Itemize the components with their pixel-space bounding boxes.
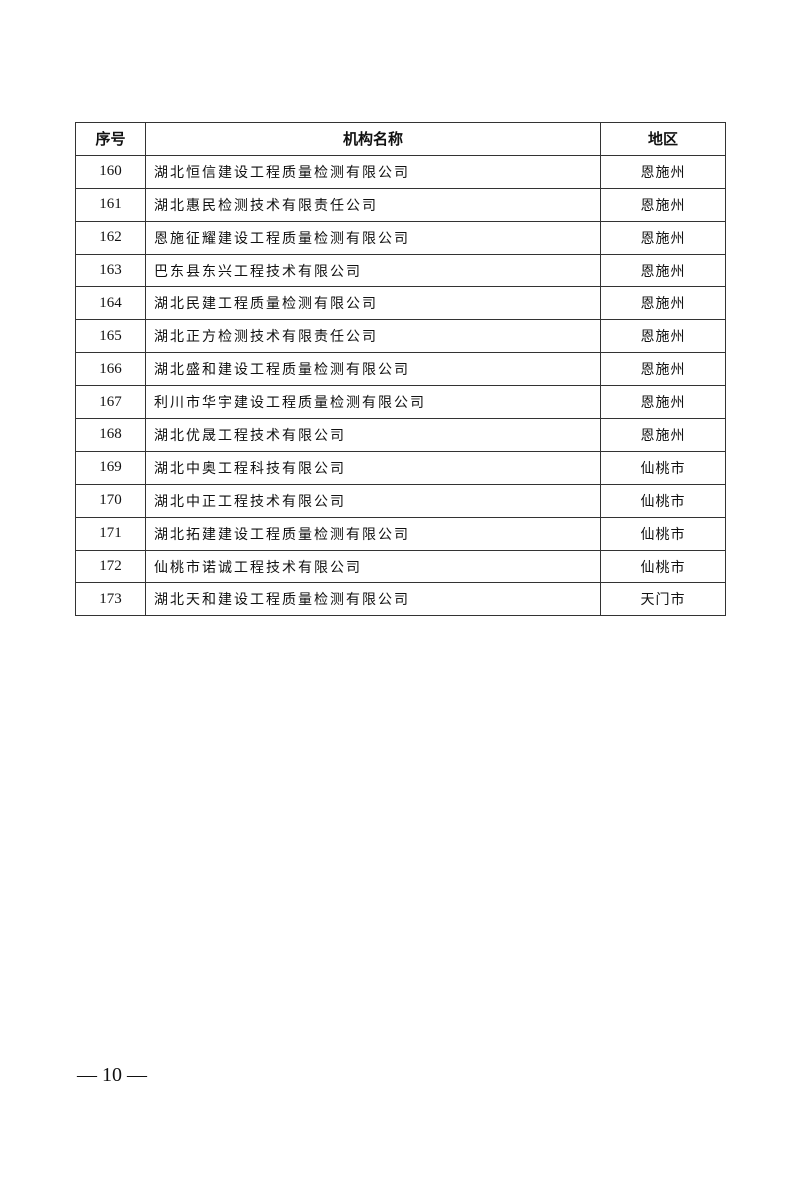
table-row: 160 湖北恒信建设工程质量检测有限公司 恩施州 [75, 154, 726, 189]
cell-name: 利川市华宇建设工程质量检测有限公司 [145, 385, 601, 420]
cell-no: 173 [75, 582, 146, 617]
table-row: 164 湖北民建工程质量检测有限公司 恩施州 [75, 286, 726, 321]
cell-no: 166 [75, 352, 146, 387]
cell-name: 湖北恒信建设工程质量检测有限公司 [145, 154, 601, 189]
cell-region: 仙桃市 [600, 483, 726, 518]
cell-name: 仙桃市诺诚工程技术有限公司 [145, 549, 601, 584]
table-row: 173 湖北天和建设工程质量检测有限公司 天门市 [75, 582, 726, 617]
table-row: 165 湖北正方检测技术有限责任公司 恩施州 [75, 319, 726, 354]
cell-name: 湖北拓建建设工程质量检测有限公司 [145, 516, 601, 551]
cell-no: 162 [75, 220, 146, 255]
table-header-row: 序号 机构名称 地区 [75, 122, 726, 156]
cell-region: 恩施州 [600, 220, 726, 255]
cell-region: 恩施州 [600, 352, 726, 387]
table-row: 161 湖北惠民检测技术有限责任公司 恩施州 [75, 187, 726, 222]
header-name: 机构名称 [145, 122, 601, 156]
cell-no: 167 [75, 385, 146, 420]
cell-name: 湖北天和建设工程质量检测有限公司 [145, 582, 601, 617]
cell-no: 168 [75, 418, 146, 452]
cell-region: 恩施州 [600, 319, 726, 354]
cell-region: 恩施州 [600, 253, 726, 288]
cell-region: 恩施州 [600, 385, 726, 420]
header-no: 序号 [75, 122, 146, 156]
cell-region: 仙桃市 [600, 549, 726, 584]
institution-table: 序号 机构名称 地区 160 湖北恒信建设工程质量检测有限公司 恩施州 161 湖北惠民… [75, 122, 726, 617]
cell-no: 170 [75, 483, 146, 518]
table-row: 170 湖北中正工程技术有限公司 仙桃市 [75, 483, 726, 518]
table-row: 163 巴东县东兴工程技术有限公司 恩施州 [75, 253, 726, 288]
cell-name: 巴东县东兴工程技术有限公司 [145, 253, 601, 288]
cell-name: 湖北中奥工程科技有限公司 [145, 450, 601, 485]
cell-no: 171 [75, 516, 146, 551]
cell-no: 163 [75, 253, 146, 288]
cell-no: 161 [75, 187, 146, 222]
cell-name: 湖北优晟工程技术有限公司 [145, 418, 601, 452]
cell-no: 160 [75, 154, 146, 189]
cell-region: 仙桃市 [600, 516, 726, 551]
table-row: 167 利川市华宇建设工程质量检测有限公司 恩施州 [75, 385, 726, 420]
cell-region: 恩施州 [600, 418, 726, 452]
cell-name: 湖北盛和建设工程质量检测有限公司 [145, 352, 601, 387]
cell-name: 湖北民建工程质量检测有限公司 [145, 286, 601, 321]
cell-name: 湖北正方检测技术有限责任公司 [145, 319, 601, 354]
cell-region: 恩施州 [600, 187, 726, 222]
cell-no: 169 [75, 450, 146, 485]
cell-no: 165 [75, 319, 146, 354]
page-number: — 10 — [77, 1064, 147, 1086]
table-row: 169 湖北中奥工程科技有限公司 仙桃市 [75, 450, 726, 485]
cell-no: 164 [75, 286, 146, 321]
cell-region: 仙桃市 [600, 450, 726, 485]
table-row: 171 湖北拓建建设工程质量检测有限公司 仙桃市 [75, 516, 726, 551]
table-row: 168 湖北优晟工程技术有限公司 恩施州 [75, 418, 726, 452]
cell-no: 172 [75, 549, 146, 584]
cell-region: 天门市 [600, 582, 726, 617]
cell-name: 湖北中正工程技术有限公司 [145, 483, 601, 518]
cell-name: 湖北惠民检测技术有限责任公司 [145, 187, 601, 222]
cell-region: 恩施州 [600, 286, 726, 321]
cell-name: 恩施征耀建设工程质量检测有限公司 [145, 220, 601, 255]
header-region: 地区 [600, 122, 726, 156]
table-row: 166 湖北盛和建设工程质量检测有限公司 恩施州 [75, 352, 726, 387]
table-row: 162 恩施征耀建设工程质量检测有限公司 恩施州 [75, 220, 726, 255]
cell-region: 恩施州 [600, 154, 726, 189]
table-row: 172 仙桃市诺诚工程技术有限公司 仙桃市 [75, 549, 726, 584]
